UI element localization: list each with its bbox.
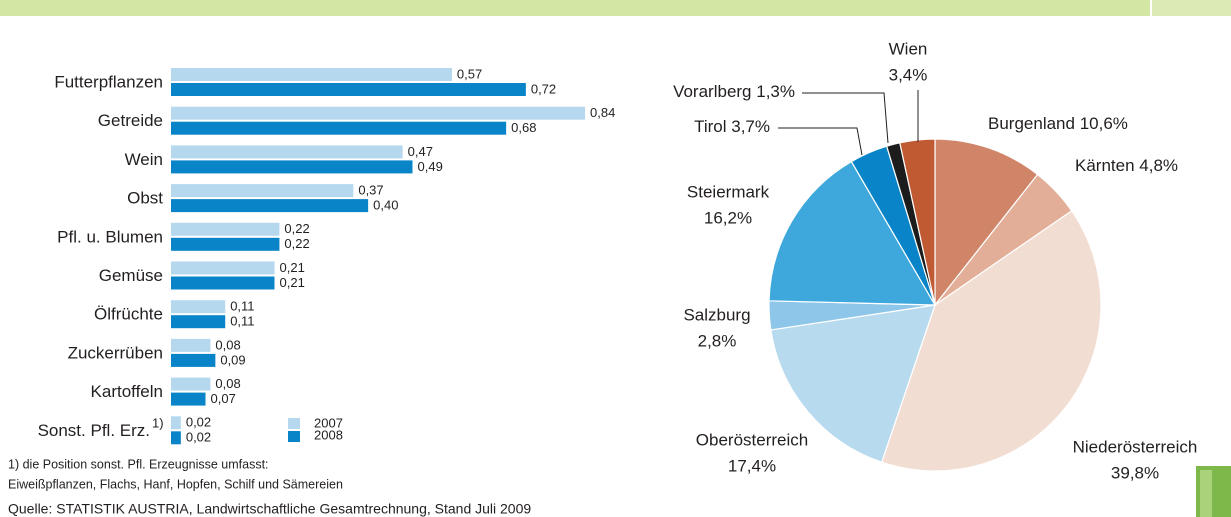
bar: [171, 107, 585, 120]
page: 1) die Position sonst. Pfl. Erzeugnisse …: [0, 0, 1231, 517]
category-label: Zuckerrüben: [68, 343, 163, 362]
value-label: 0,21: [280, 275, 305, 290]
bar: [171, 262, 275, 275]
value-label: 0,72: [531, 81, 556, 96]
value-label: 0,57: [457, 66, 482, 81]
bar: [171, 68, 452, 81]
category-label: Ölfrüchte: [94, 305, 163, 324]
pie-label: Vorarlberg 1,3%: [673, 82, 795, 101]
value-label: 0,47: [408, 144, 433, 159]
pie-label-name: Steiermark: [687, 182, 770, 201]
bar: [171, 199, 368, 212]
pie-label-value: 10,6%: [1080, 114, 1128, 133]
pie-label-name: Burgenland: [988, 114, 1075, 133]
pie-label-name: Niederösterreich: [1073, 437, 1198, 456]
value-label: 0,11: [230, 314, 254, 329]
logo-fragment: [1200, 470, 1212, 517]
pie-label-name: Oberösterreich: [696, 430, 808, 449]
footnote: 1) die Position sonst. Pfl. Erzeugnisse …: [8, 457, 269, 471]
value-label: 0,07: [211, 391, 236, 406]
category-label: Futterpflanzen: [54, 72, 163, 91]
pie-label-value: 39,8%: [1111, 463, 1159, 482]
value-label: 0,22: [284, 236, 309, 251]
value-label: 0,22: [284, 221, 309, 236]
pie-label-value: 2,8%: [698, 331, 737, 350]
footnote: Eiweißpflanzen, Flachs, Hanf, Hopfen, Sc…: [8, 477, 343, 491]
bar: [171, 416, 181, 429]
pie-label: Tirol 3,7%: [694, 117, 770, 136]
pie-label-name: Kärnten: [1075, 156, 1135, 175]
value-label: 0,68: [511, 120, 536, 135]
value-label: 0,08: [215, 337, 240, 352]
bar: [171, 122, 506, 135]
pie-label-value: 4,8%: [1139, 156, 1178, 175]
legend-swatch: [288, 431, 300, 442]
bar: [171, 431, 181, 444]
bar: [171, 238, 279, 251]
bar: [171, 339, 210, 352]
bar: [171, 83, 526, 96]
legend-label: 2008: [314, 427, 343, 442]
leader-line: [778, 128, 862, 155]
value-label: 0,49: [418, 159, 443, 174]
bar: [171, 315, 225, 328]
value-label: 0,09: [220, 352, 245, 367]
category-label: Wein: [125, 150, 163, 169]
category-label: Kartoffeln: [91, 382, 163, 401]
value-label: 0,02: [186, 430, 211, 445]
bar: [171, 145, 403, 158]
value-label: 0,11: [230, 299, 254, 314]
bar: [171, 277, 275, 290]
category-label: Pfl. u. Blumen: [57, 227, 163, 246]
pie-label-value: 16,2%: [704, 208, 752, 227]
pie-label-value: 1,3%: [756, 82, 795, 101]
value-label: 0,37: [358, 183, 383, 198]
pie-label-name: Wien: [889, 39, 928, 58]
source: Quelle: STATISTIK AUSTRIA, Landwirtschaf…: [8, 501, 531, 517]
category-label: Getreide: [98, 111, 163, 130]
pie-label-value: 3,4%: [889, 65, 928, 84]
legend-swatch: [288, 418, 300, 429]
pie-label: Kärnten 4,8%: [1075, 156, 1178, 175]
pie-label-value: 3,7%: [731, 117, 770, 136]
pie-label-name: Tirol: [694, 117, 726, 136]
category-label: Sonst. Pfl. Erz.: [38, 421, 150, 440]
value-label: 0,84: [590, 105, 615, 120]
pie-label-name: Salzburg: [683, 305, 750, 324]
bar: [171, 223, 279, 236]
pie-label-name: Vorarlberg: [673, 82, 751, 101]
leader-line: [802, 93, 888, 143]
header-band-right: [1152, 0, 1231, 16]
bar: [171, 184, 353, 197]
bar: [171, 160, 413, 173]
category-label: Obst: [127, 189, 163, 208]
bar: [171, 354, 215, 367]
header-band: [0, 0, 1150, 16]
value-label: 0,02: [186, 415, 211, 430]
bar: [171, 378, 210, 391]
bar: [171, 300, 225, 313]
category-label: Gemüse: [99, 266, 163, 285]
bar: [171, 393, 206, 406]
value-label: 0,08: [215, 376, 240, 391]
pie-label-value: 17,4%: [728, 456, 776, 475]
pie-label: Burgenland 10,6%: [988, 114, 1128, 133]
footnote-marker: 1): [152, 416, 164, 431]
value-label: 0,21: [280, 260, 305, 275]
value-label: 0,40: [373, 198, 398, 213]
